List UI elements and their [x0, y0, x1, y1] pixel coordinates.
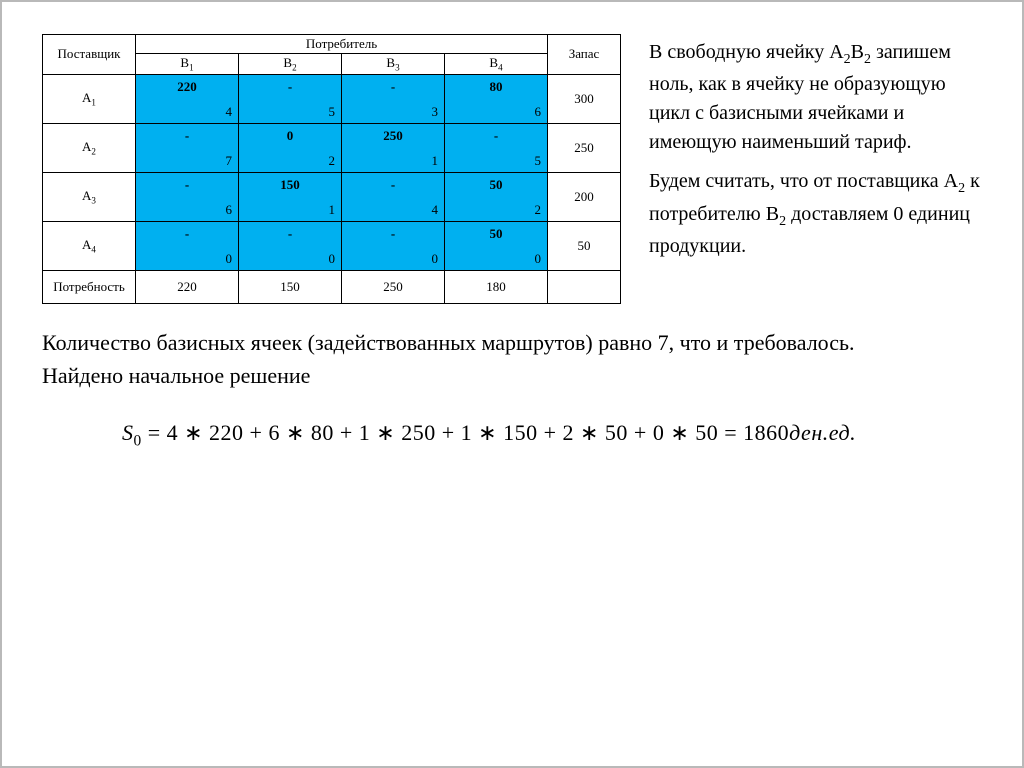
- table-row: A2 -7 02 2501 -5 250: [43, 123, 621, 172]
- cell-a4-b4: 500: [445, 221, 548, 270]
- demand-label: Потребность: [43, 270, 136, 303]
- table-row: A4 -0 -0 -0 500 50: [43, 221, 621, 270]
- header-b2: B2: [239, 54, 342, 75]
- cell-a1-b2: -5: [239, 74, 342, 123]
- header-b4: B4: [445, 54, 548, 75]
- cell-a4-b3: -0: [342, 221, 445, 270]
- stock-a4: 50: [548, 221, 621, 270]
- transport-table: Поставщик Потребитель Запас B1 B2 B3 B4 …: [42, 34, 621, 304]
- supplier-label-a4: A4: [43, 221, 136, 270]
- stock-a3: 200: [548, 172, 621, 221]
- demand-b3: 250: [342, 270, 445, 303]
- cell-a1-b4: 806: [445, 74, 548, 123]
- header-stock: Запас: [548, 35, 621, 75]
- bottom-text-block: Количество базисных ячеек (задействованн…: [42, 326, 982, 392]
- stock-a2: 250: [548, 123, 621, 172]
- slide-frame: Поставщик Потребитель Запас B1 B2 B3 B4 …: [0, 0, 1024, 768]
- cell-a4-b1: -0: [136, 221, 239, 270]
- cell-a2-b3: 2501: [342, 123, 445, 172]
- cell-a1-b3: -3: [342, 74, 445, 123]
- paragraph-2: Будем считать, что от поставщика A2 к по…: [649, 167, 982, 261]
- demand-row: Потребность 220 150 250 180: [43, 270, 621, 303]
- bottom-line-1: Количество базисных ячеек (задействованн…: [42, 326, 982, 359]
- cell-a2-b1: -7: [136, 123, 239, 172]
- cell-a3-b3: -4: [342, 172, 445, 221]
- cell-a4-b2: -0: [239, 221, 342, 270]
- header-b3: B3: [342, 54, 445, 75]
- supplier-label-a3: A3: [43, 172, 136, 221]
- supplier-label-a2: A2: [43, 123, 136, 172]
- demand-b1: 220: [136, 270, 239, 303]
- demand-blank: [548, 270, 621, 303]
- table-row: A3 -6 1501 -4 502 200: [43, 172, 621, 221]
- demand-b2: 150: [239, 270, 342, 303]
- cell-a2-b2: 02: [239, 123, 342, 172]
- demand-b4: 180: [445, 270, 548, 303]
- supplier-label-a1: A1: [43, 74, 136, 123]
- header-b1: B1: [136, 54, 239, 75]
- transport-table-wrap: Поставщик Потребитель Запас B1 B2 B3 B4 …: [42, 34, 621, 304]
- table-row: A1 2204 -5 -3 806 300: [43, 74, 621, 123]
- bottom-line-2: Найдено начальное решение: [42, 359, 982, 392]
- cell-a3-b2: 1501: [239, 172, 342, 221]
- cell-a1-b1: 2204: [136, 74, 239, 123]
- header-consumer: Потребитель: [136, 35, 548, 54]
- top-row: Поставщик Потребитель Запас B1 B2 B3 B4 …: [42, 34, 982, 304]
- right-text-block: В свободную ячейку A2B2 запишем ноль, ка…: [649, 34, 982, 271]
- header-supplier: Поставщик: [43, 35, 136, 75]
- formula: S0 = 4 ∗ 220 + 6 ∗ 80 + 1 ∗ 250 + 1 ∗ 15…: [122, 420, 982, 450]
- paragraph-1: В свободную ячейку A2B2 запишем ноль, ка…: [649, 38, 982, 157]
- cell-a3-b4: 502: [445, 172, 548, 221]
- stock-a1: 300: [548, 74, 621, 123]
- cell-a2-b4: -5: [445, 123, 548, 172]
- cell-a3-b1: -6: [136, 172, 239, 221]
